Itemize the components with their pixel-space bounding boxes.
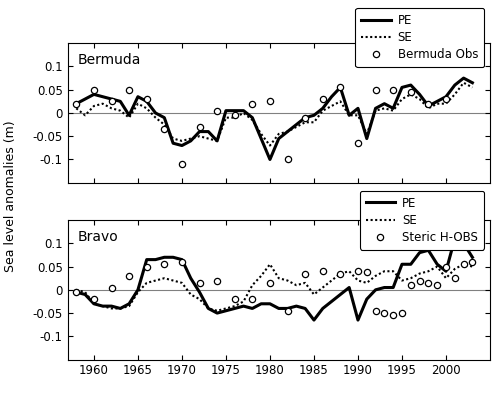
Text: Bravo: Bravo	[78, 230, 119, 244]
Legend: PE, SE, Bermuda Obs: PE, SE, Bermuda Obs	[355, 8, 484, 67]
Legend: PE, SE, Steric H-OBS: PE, SE, Steric H-OBS	[360, 191, 484, 250]
Text: Sea level anomalies (m): Sea level anomalies (m)	[4, 121, 18, 272]
Text: Bermuda: Bermuda	[78, 53, 142, 67]
